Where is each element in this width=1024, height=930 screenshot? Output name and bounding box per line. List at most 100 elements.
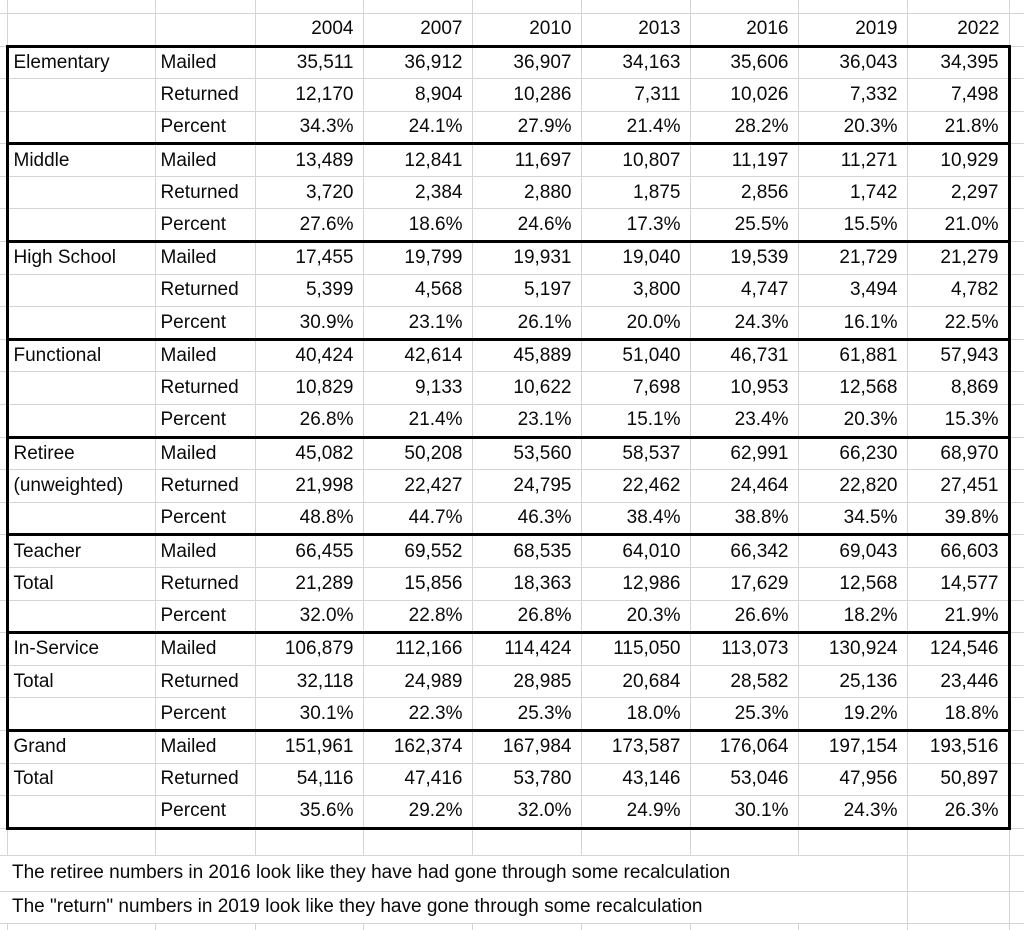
returned-value-cell[interactable]: 2,880 bbox=[471, 175, 582, 210]
returned-value-cell[interactable]: 3,494 bbox=[797, 273, 908, 308]
empty-cell[interactable] bbox=[580, 0, 691, 14]
percent-value-cell[interactable]: 26.3% bbox=[906, 795, 1011, 830]
mailed-value-cell[interactable]: 11,197 bbox=[689, 142, 799, 177]
group-label-cell[interactable]: Grand bbox=[5, 728, 156, 764]
mailed-value-cell[interactable]: 11,697 bbox=[471, 142, 582, 177]
returned-value-cell[interactable]: 12,568 bbox=[797, 567, 908, 601]
percent-value-cell[interactable]: 27.6% bbox=[254, 208, 364, 243]
returned-value-cell[interactable]: 22,427 bbox=[362, 469, 473, 503]
mailed-value-cell[interactable]: 45,889 bbox=[471, 337, 582, 373]
empty-cell[interactable] bbox=[906, 0, 1010, 14]
percent-value-cell[interactable]: 44.7% bbox=[362, 501, 473, 536]
empty-cell[interactable] bbox=[154, 827, 256, 856]
returned-value-cell[interactable]: 28,582 bbox=[689, 664, 799, 699]
returned-value-cell[interactable]: 1,742 bbox=[797, 175, 908, 210]
mailed-value-cell[interactable]: 10,929 bbox=[906, 142, 1011, 177]
mailed-value-cell[interactable]: 35,511 bbox=[254, 44, 364, 80]
percent-value-cell[interactable]: 21.8% bbox=[906, 110, 1011, 145]
percent-value-cell[interactable]: 25.3% bbox=[471, 697, 582, 731]
returned-value-cell[interactable]: 15,856 bbox=[362, 567, 473, 601]
percent-value-cell[interactable]: 23.4% bbox=[689, 404, 799, 438]
mailed-value-cell[interactable]: 19,539 bbox=[689, 240, 799, 275]
empty-cell[interactable] bbox=[797, 922, 908, 930]
empty-cell[interactable] bbox=[471, 922, 582, 930]
returned-value-cell[interactable]: 3,720 bbox=[254, 175, 364, 210]
empty-cell[interactable] bbox=[154, 922, 256, 930]
percent-value-cell[interactable]: 18.8% bbox=[906, 697, 1011, 731]
percent-value-cell[interactable]: 21.4% bbox=[362, 404, 473, 438]
metric-label-cell[interactable]: Percent bbox=[154, 795, 256, 830]
returned-value-cell[interactable]: 14,577 bbox=[906, 567, 1011, 601]
empty-cell[interactable] bbox=[154, 12, 256, 47]
returned-value-cell[interactable]: 5,197 bbox=[471, 273, 582, 308]
returned-value-cell[interactable]: 21,998 bbox=[254, 469, 364, 503]
mailed-value-cell[interactable]: 69,043 bbox=[797, 533, 908, 568]
returned-value-cell[interactable]: 7,332 bbox=[797, 78, 908, 112]
percent-value-cell[interactable]: 32.0% bbox=[471, 795, 582, 830]
returned-value-cell[interactable]: 25,136 bbox=[797, 664, 908, 699]
mailed-value-cell[interactable]: 124,546 bbox=[906, 631, 1011, 666]
group-label-cell[interactable]: Total bbox=[5, 567, 156, 601]
mailed-value-cell[interactable]: 193,516 bbox=[906, 728, 1011, 764]
empty-cell[interactable] bbox=[689, 922, 799, 930]
mailed-value-cell[interactable]: 151,961 bbox=[254, 728, 364, 764]
percent-value-cell[interactable]: 17.3% bbox=[580, 208, 691, 243]
empty-cell[interactable] bbox=[362, 827, 473, 856]
group-label-cell[interactable]: Middle bbox=[5, 142, 156, 177]
empty-cell[interactable] bbox=[797, 0, 908, 14]
metric-label-cell[interactable]: Mailed bbox=[154, 631, 256, 666]
mailed-value-cell[interactable]: 34,163 bbox=[580, 44, 691, 80]
returned-value-cell[interactable]: 10,286 bbox=[471, 78, 582, 112]
empty-cell[interactable] bbox=[6, 922, 156, 930]
mailed-value-cell[interactable]: 46,731 bbox=[689, 337, 799, 373]
empty-cell[interactable] bbox=[689, 827, 799, 856]
percent-value-cell[interactable]: 20.3% bbox=[580, 599, 691, 634]
group-label-cell[interactable] bbox=[5, 404, 156, 438]
empty-cell[interactable] bbox=[362, 0, 473, 14]
metric-label-cell[interactable]: Returned bbox=[154, 664, 256, 699]
empty-cell[interactable] bbox=[906, 890, 1010, 924]
group-label-cell[interactable]: (unweighted) bbox=[5, 469, 156, 503]
metric-label-cell[interactable]: Percent bbox=[154, 404, 256, 438]
percent-value-cell[interactable]: 23.1% bbox=[471, 404, 582, 438]
group-label-cell[interactable] bbox=[5, 175, 156, 210]
returned-value-cell[interactable]: 32,118 bbox=[254, 664, 364, 699]
returned-value-cell[interactable]: 5,399 bbox=[254, 273, 364, 308]
percent-value-cell[interactable]: 18.0% bbox=[580, 697, 691, 731]
percent-value-cell[interactable]: 16.1% bbox=[797, 306, 908, 340]
returned-value-cell[interactable]: 22,462 bbox=[580, 469, 691, 503]
returned-value-cell[interactable]: 10,026 bbox=[689, 78, 799, 112]
returned-value-cell[interactable]: 12,986 bbox=[580, 567, 691, 601]
percent-value-cell[interactable]: 18.6% bbox=[362, 208, 473, 243]
percent-value-cell[interactable]: 38.8% bbox=[689, 501, 799, 536]
percent-value-cell[interactable]: 24.1% bbox=[362, 110, 473, 145]
empty-cell[interactable] bbox=[580, 827, 691, 856]
returned-value-cell[interactable]: 7,311 bbox=[580, 78, 691, 112]
mailed-value-cell[interactable]: 50,208 bbox=[362, 435, 473, 471]
group-label-cell[interactable]: Total bbox=[5, 762, 156, 797]
metric-label-cell[interactable]: Percent bbox=[154, 208, 256, 243]
percent-value-cell[interactable]: 25.5% bbox=[689, 208, 799, 243]
returned-value-cell[interactable]: 24,989 bbox=[362, 664, 473, 699]
year-header[interactable]: 2022 bbox=[906, 12, 1010, 47]
mailed-value-cell[interactable]: 53,560 bbox=[471, 435, 582, 471]
percent-value-cell[interactable]: 23.1% bbox=[362, 306, 473, 340]
returned-value-cell[interactable]: 8,869 bbox=[906, 371, 1011, 406]
mailed-value-cell[interactable]: 115,050 bbox=[580, 631, 691, 666]
group-label-cell[interactable] bbox=[5, 371, 156, 406]
returned-value-cell[interactable]: 4,568 bbox=[362, 273, 473, 308]
group-label-cell[interactable]: High School bbox=[5, 240, 156, 275]
group-label-cell[interactable] bbox=[5, 208, 156, 243]
group-label-cell[interactable] bbox=[5, 273, 156, 308]
mailed-value-cell[interactable]: 66,603 bbox=[906, 533, 1011, 568]
metric-label-cell[interactable]: Returned bbox=[154, 78, 256, 112]
percent-value-cell[interactable]: 39.8% bbox=[906, 501, 1011, 536]
mailed-value-cell[interactable]: 62,991 bbox=[689, 435, 799, 471]
percent-value-cell[interactable]: 30.1% bbox=[254, 697, 364, 731]
group-label-cell[interactable] bbox=[5, 110, 156, 145]
percent-value-cell[interactable]: 24.3% bbox=[797, 795, 908, 830]
returned-value-cell[interactable]: 27,451 bbox=[906, 469, 1011, 503]
percent-value-cell[interactable]: 15.3% bbox=[906, 404, 1011, 438]
metric-label-cell[interactable]: Returned bbox=[154, 469, 256, 503]
mailed-value-cell[interactable]: 197,154 bbox=[797, 728, 908, 764]
